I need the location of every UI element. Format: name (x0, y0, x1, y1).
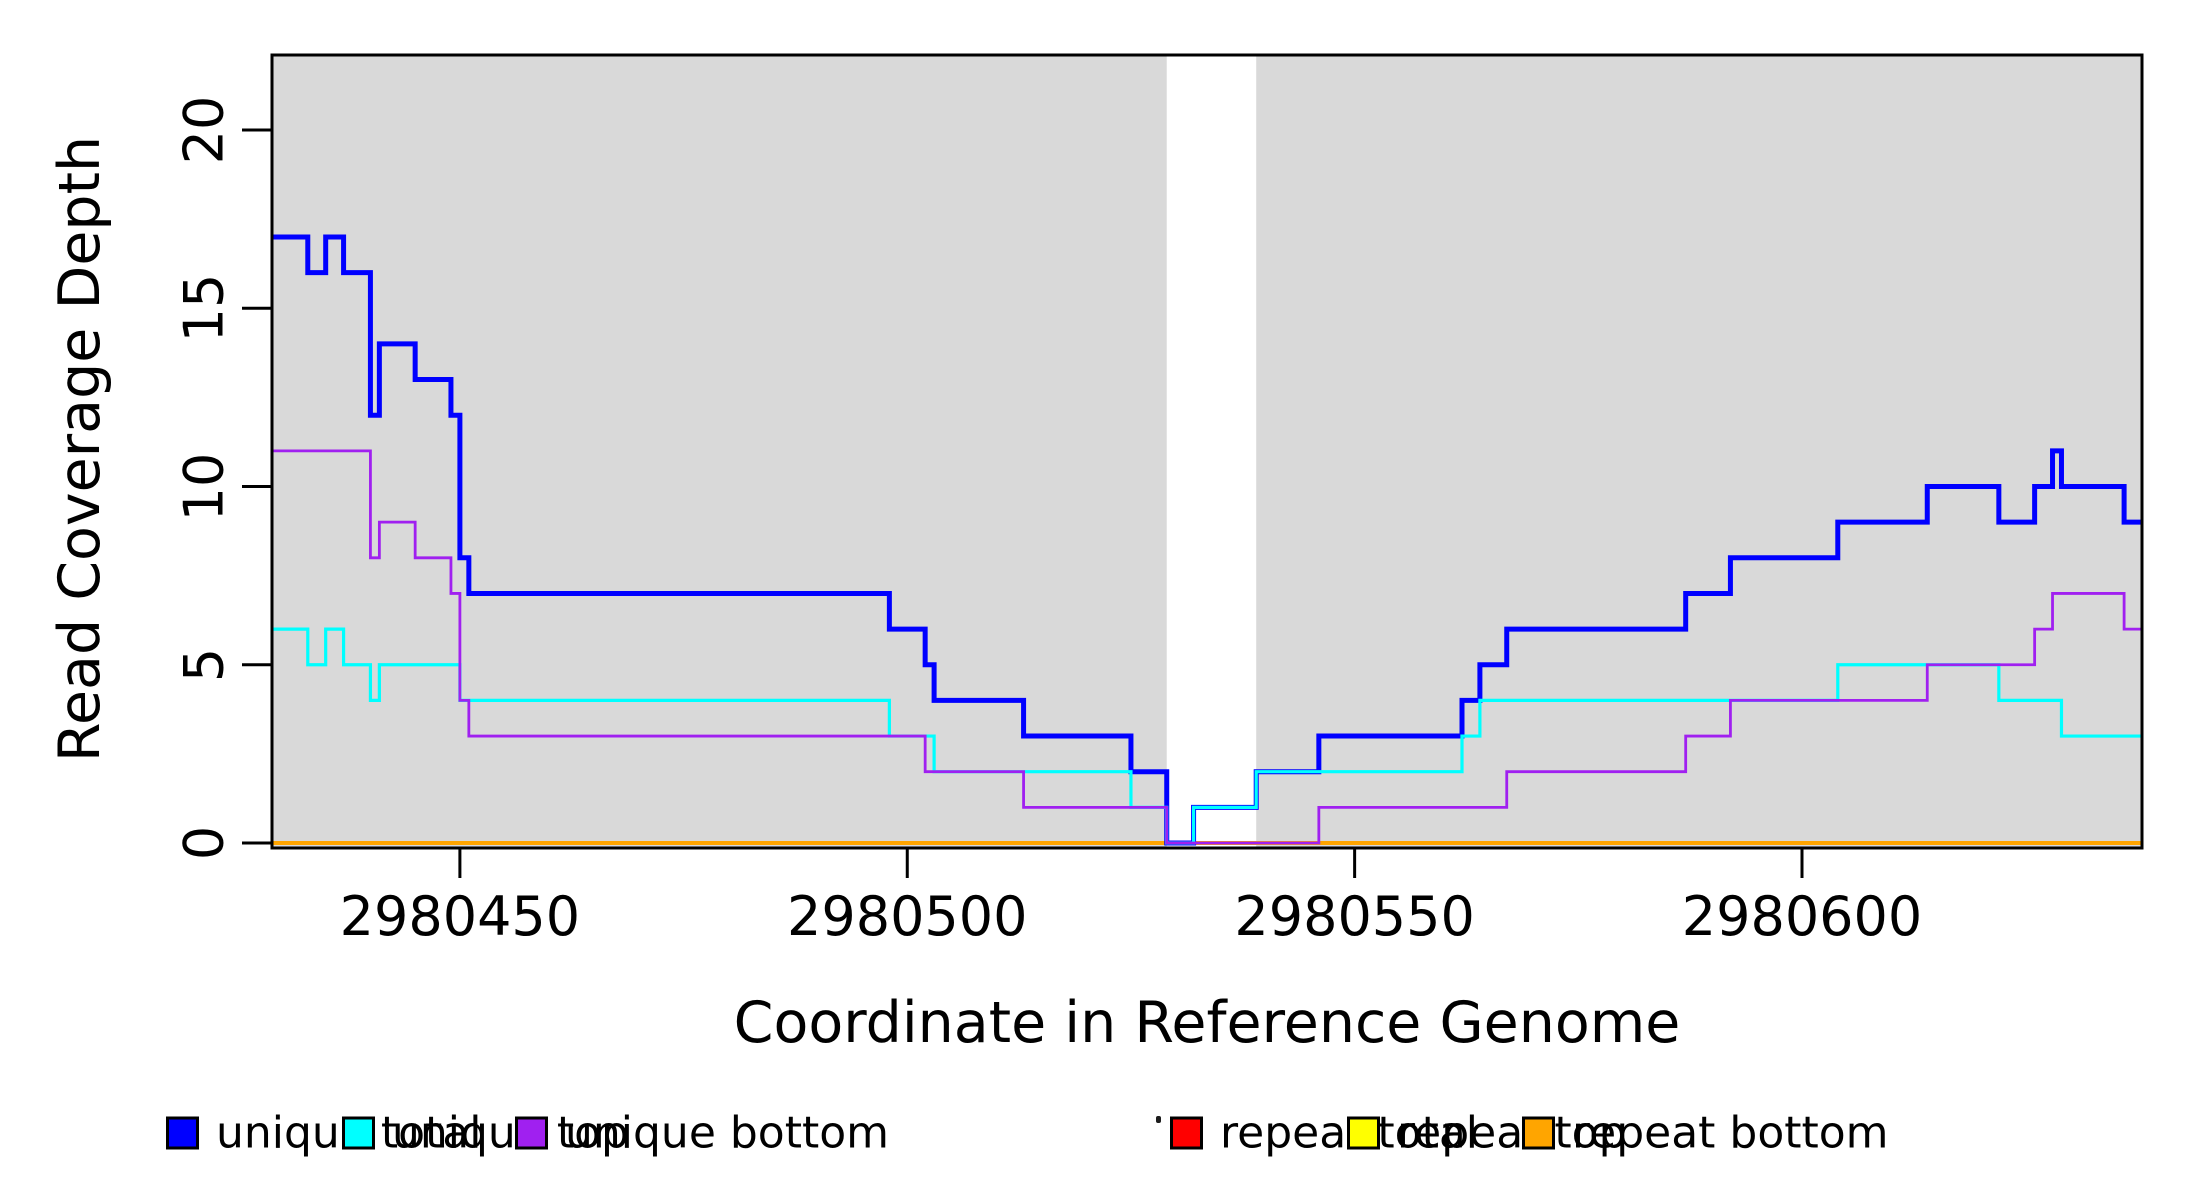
x-tick-label: 2980600 (1681, 885, 1923, 948)
x-tick-label: 2980550 (1234, 885, 1475, 948)
y-tick-label: 15 (172, 273, 236, 343)
legend-swatch-icon (1170, 1116, 1203, 1150)
x-axis-title: Coordinate in Reference Genome (733, 990, 1681, 1056)
legend-swatch-icon (166, 1116, 199, 1150)
y-tick-label: 10 (172, 452, 236, 521)
x-tick-label: 2980450 (339, 885, 581, 948)
x-tick-label: 2980500 (787, 885, 1028, 948)
legend-label: repeat top (1397, 1107, 1627, 1159)
series-line-unique-bottom (272, 449, 2142, 845)
legend-label: unique bottom (565, 1107, 890, 1159)
legend-swatch-icon (342, 1116, 375, 1150)
legend-entry: unique bottom (515, 1108, 889, 1159)
legend-entry: repeat top (1347, 1108, 1627, 1159)
legend-entry: unique top (342, 1108, 629, 1159)
stray-mark (1156, 1116, 1161, 1123)
legend-label: repeat bottom (1572, 1107, 1889, 1159)
plot-border (270, 53, 2144, 850)
legend-swatch-icon (1522, 1116, 1555, 1150)
y-tick-label: 5 (172, 647, 236, 682)
legend-label: unique top (392, 1107, 629, 1159)
series-line-unique-top (272, 627, 2142, 845)
coverage-region-shading (1256, 55, 2142, 848)
legend-swatch-icon (1347, 1116, 1380, 1150)
legend-swatch-icon (515, 1116, 548, 1150)
y-tick-label: 0 (172, 825, 236, 861)
y-tick-label: 20 (172, 95, 236, 165)
legend-entry: repeat bottom (1522, 1108, 1889, 1159)
y-axis-title: Read Coverage Depth (47, 135, 113, 763)
coverage-region-shading (272, 55, 1167, 848)
legend-entry: repeat total (1170, 1108, 1478, 1159)
